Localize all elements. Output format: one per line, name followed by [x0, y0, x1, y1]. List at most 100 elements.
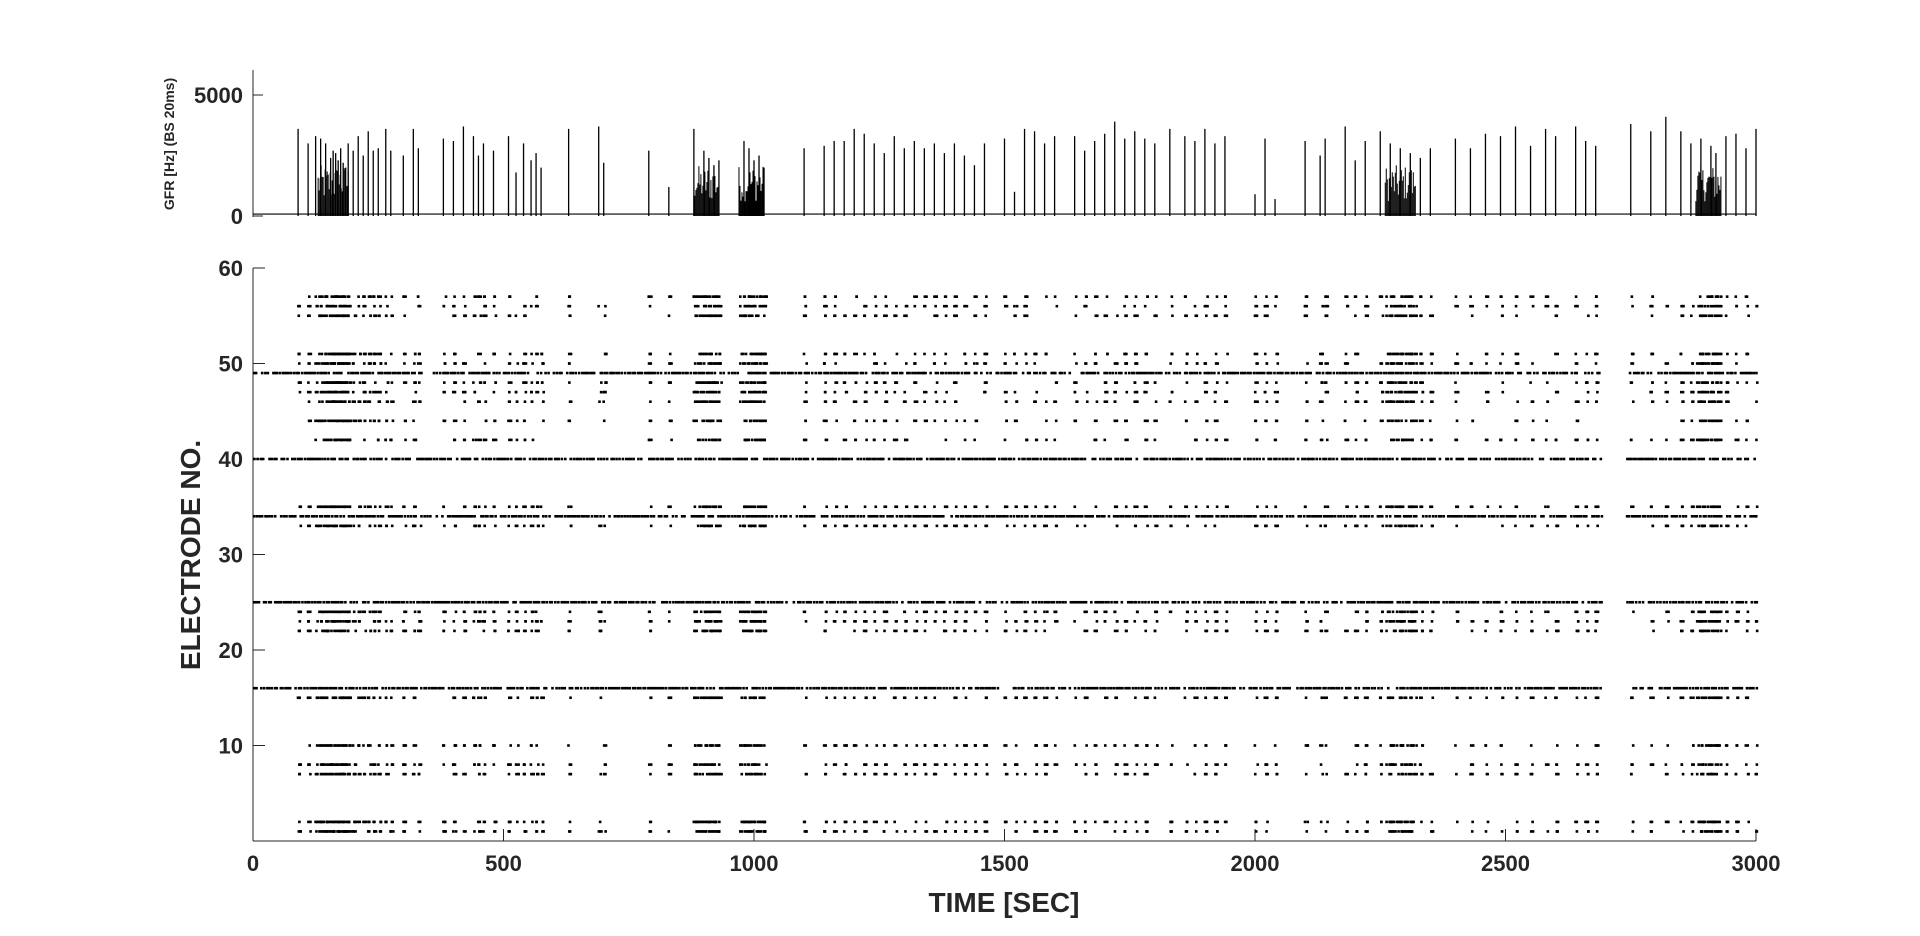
spike — [1461, 600, 1464, 604]
spike — [1031, 457, 1035, 461]
spike — [1598, 371, 1601, 375]
spike — [610, 686, 613, 690]
spike — [408, 457, 411, 461]
spike — [698, 772, 701, 776]
spike — [453, 600, 457, 604]
spike — [1232, 371, 1235, 375]
spike — [574, 371, 577, 375]
spike — [1748, 686, 1751, 690]
spike — [1736, 686, 1740, 690]
spike — [990, 515, 994, 518]
spike — [1707, 772, 1711, 776]
spike — [1249, 515, 1253, 518]
spike — [350, 515, 353, 518]
spike — [1707, 629, 1711, 633]
spike — [551, 686, 554, 690]
spike — [728, 686, 731, 690]
spike — [763, 515, 766, 518]
spike — [412, 696, 416, 700]
spike — [1034, 696, 1038, 700]
spike — [571, 371, 575, 375]
spike — [412, 744, 416, 747]
spike — [824, 763, 828, 766]
spike — [948, 600, 952, 604]
spike — [264, 515, 267, 518]
spike — [698, 820, 701, 824]
spike — [1322, 600, 1326, 604]
spike — [1447, 371, 1450, 375]
spike — [1028, 457, 1032, 461]
spike — [1131, 515, 1135, 518]
spike — [964, 457, 967, 461]
spike — [628, 686, 632, 690]
spike — [1739, 371, 1743, 375]
spike — [936, 371, 940, 375]
spike — [1469, 744, 1473, 747]
spike — [1017, 686, 1020, 690]
spike — [1177, 515, 1181, 518]
spike — [429, 515, 432, 518]
spike — [906, 457, 910, 461]
spike — [862, 686, 865, 690]
spike — [1079, 457, 1082, 461]
spike — [1252, 600, 1256, 604]
spike — [1373, 686, 1377, 690]
spike — [1141, 600, 1144, 604]
spike — [1448, 600, 1452, 604]
spike — [981, 686, 985, 690]
spike — [1103, 744, 1107, 747]
spike — [1283, 600, 1286, 604]
spike — [1033, 696, 1036, 700]
spike — [1253, 744, 1257, 747]
spike — [1431, 772, 1434, 776]
spike — [1716, 744, 1720, 747]
spike — [710, 371, 714, 375]
spike — [744, 629, 748, 633]
spike — [1015, 515, 1019, 518]
spike — [401, 371, 405, 375]
spike — [1649, 600, 1653, 604]
spike — [1530, 629, 1533, 633]
spike — [1698, 629, 1702, 633]
spike — [878, 371, 881, 375]
spike — [1750, 686, 1753, 690]
spike — [272, 371, 275, 375]
spike — [1169, 686, 1172, 690]
spike — [579, 457, 583, 461]
spike — [1195, 457, 1199, 461]
spike — [316, 772, 319, 776]
spike — [1418, 763, 1422, 766]
gfr-trace — [253, 116, 1757, 216]
spike — [1717, 371, 1720, 375]
spike — [892, 600, 895, 604]
spike — [1686, 371, 1689, 375]
spike — [345, 763, 348, 766]
spike — [952, 371, 956, 375]
spike — [343, 772, 347, 776]
spike — [1712, 772, 1716, 776]
spike — [403, 371, 407, 375]
spike — [1665, 686, 1669, 690]
spike — [865, 457, 869, 461]
spike — [1578, 457, 1582, 461]
spike — [657, 457, 660, 461]
spike — [1681, 515, 1685, 518]
spike — [1391, 696, 1395, 700]
spike — [523, 457, 526, 461]
spike — [479, 830, 483, 833]
spike — [894, 457, 898, 461]
spike — [1590, 371, 1594, 375]
spike — [750, 763, 754, 766]
spike — [352, 600, 355, 604]
spike — [1522, 600, 1525, 604]
spike — [1664, 763, 1668, 766]
spike — [710, 629, 714, 633]
spike — [1329, 686, 1333, 690]
spike — [717, 772, 721, 776]
spike — [1710, 515, 1713, 518]
spike — [689, 686, 693, 690]
spike — [1329, 457, 1332, 461]
spike — [892, 457, 896, 461]
spike — [1285, 600, 1288, 604]
spike — [1719, 830, 1723, 833]
